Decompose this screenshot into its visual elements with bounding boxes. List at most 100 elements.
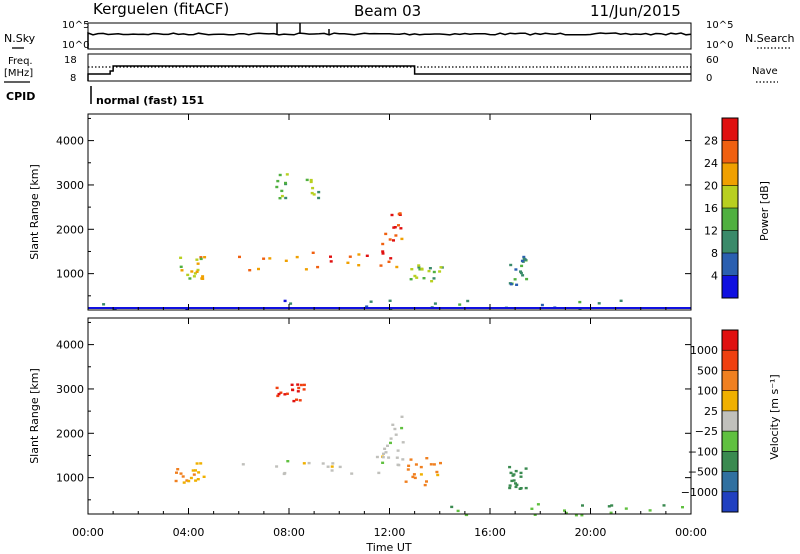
echo-cell — [196, 268, 200, 272]
station-title: Kerguelen (fitACF) — [93, 0, 229, 18]
echo-cell — [276, 394, 280, 398]
echo-cell — [400, 426, 404, 430]
echo-cell — [418, 268, 422, 271]
echo-cell — [279, 391, 283, 394]
echo-cell — [176, 468, 180, 471]
echo-cell — [276, 179, 280, 183]
echo-cell — [291, 388, 295, 392]
echo-cell — [430, 280, 434, 283]
power-echo-cells — [88, 173, 691, 310]
echo-cell — [195, 258, 199, 261]
echo-cell — [329, 260, 333, 263]
echo-cell — [179, 265, 183, 268]
echo-cell — [381, 242, 385, 246]
colorbar-segment — [722, 118, 738, 141]
echo-cell — [277, 392, 281, 396]
echo-cell — [510, 479, 514, 483]
echo-cell — [530, 507, 534, 510]
echo-cell — [509, 471, 513, 475]
colorbar-tick-label: 500 — [697, 364, 718, 377]
echo-cell — [326, 465, 330, 468]
y-tick-label: 3000 — [56, 179, 84, 192]
echo-cell — [662, 504, 666, 507]
velocity-echo-cells — [174, 383, 684, 517]
velocity-ylabel: Slant Range [km] — [28, 368, 41, 464]
echo-cell — [393, 427, 397, 431]
colorbar-segment — [722, 253, 738, 276]
y-tick-label: 2000 — [56, 427, 84, 440]
nsearch-label: N.Search — [745, 32, 795, 45]
echo-cell — [290, 383, 294, 386]
echo-cell — [179, 472, 183, 475]
echo-cell — [309, 180, 313, 184]
echo-cell — [407, 464, 411, 467]
nsearch-tick-top: 10^5 — [706, 20, 733, 31]
echo-cell — [195, 270, 199, 273]
echo-cell — [524, 486, 528, 490]
echo-cell — [330, 469, 334, 472]
echo-cell — [519, 271, 523, 275]
echo-cell — [395, 265, 399, 269]
echo-cell — [338, 465, 342, 469]
colorbar-tick-label: 100 — [697, 385, 718, 398]
echo-cell — [275, 185, 279, 189]
echo-cell — [399, 227, 403, 230]
echo-cell — [310, 191, 314, 195]
nsky-tick-bottom: 10^0 — [62, 40, 89, 51]
echo-cell — [179, 256, 183, 259]
echo-cell — [397, 224, 400, 227]
time-axis-title: Time UT — [365, 541, 411, 554]
colorbar-tick-label: 8 — [711, 247, 718, 260]
echo-cell — [357, 253, 361, 256]
echo-cell — [524, 467, 528, 470]
nave-tick-top: 60 — [706, 55, 719, 66]
echo-cell — [419, 465, 423, 469]
echo-cell — [186, 273, 190, 277]
colorbar-tick-label: 25 — [704, 405, 718, 418]
y-tick-label: 3000 — [56, 383, 84, 396]
echo-cell — [188, 277, 192, 280]
echo-cell — [292, 399, 296, 403]
echo-cell — [681, 506, 684, 509]
colorbar-tick-label: 4 — [711, 270, 718, 283]
x-tick-label: 00:00 — [675, 526, 707, 539]
echo-cell — [540, 303, 544, 307]
echo-cell — [182, 481, 186, 484]
colorbar-segment — [722, 451, 738, 473]
power-ylabel: Slant Range [km] — [28, 164, 41, 260]
echo-cell — [377, 471, 381, 475]
echo-cell — [514, 482, 517, 485]
echo-cell — [423, 483, 427, 487]
echo-cell — [619, 299, 623, 302]
echo-cell — [199, 257, 203, 261]
echo-cell — [513, 278, 517, 281]
echo-cell — [268, 257, 272, 260]
echo-cell — [384, 232, 388, 236]
echo-cell — [329, 255, 332, 258]
colorbar-segment — [722, 350, 738, 371]
y-tick-label: 1000 — [56, 472, 84, 485]
echo-cell — [174, 479, 178, 483]
echo-cell — [609, 511, 613, 514]
y-tick-label: 2000 — [56, 223, 84, 236]
echo-cell — [196, 478, 200, 481]
power-axes: 1000 2000 3000 4000 — [56, 114, 692, 310]
echo-cell — [379, 264, 383, 267]
echo-cell — [381, 461, 385, 464]
colorbar-segment — [722, 185, 738, 209]
echo-cell — [191, 469, 195, 472]
echo-cell — [432, 270, 436, 274]
echo-cell — [203, 256, 207, 259]
beam-title: Beam 03 — [354, 2, 421, 20]
echo-cell — [391, 423, 395, 426]
echo-cell — [450, 505, 454, 509]
colorbar-segment — [722, 431, 738, 452]
echo-cell — [357, 264, 361, 267]
echo-cell — [302, 383, 306, 387]
echo-cell — [312, 193, 316, 196]
echo-cell — [257, 267, 260, 271]
colorbar-segment — [722, 140, 738, 164]
echo-cell — [193, 272, 197, 275]
echo-cell — [175, 471, 178, 474]
